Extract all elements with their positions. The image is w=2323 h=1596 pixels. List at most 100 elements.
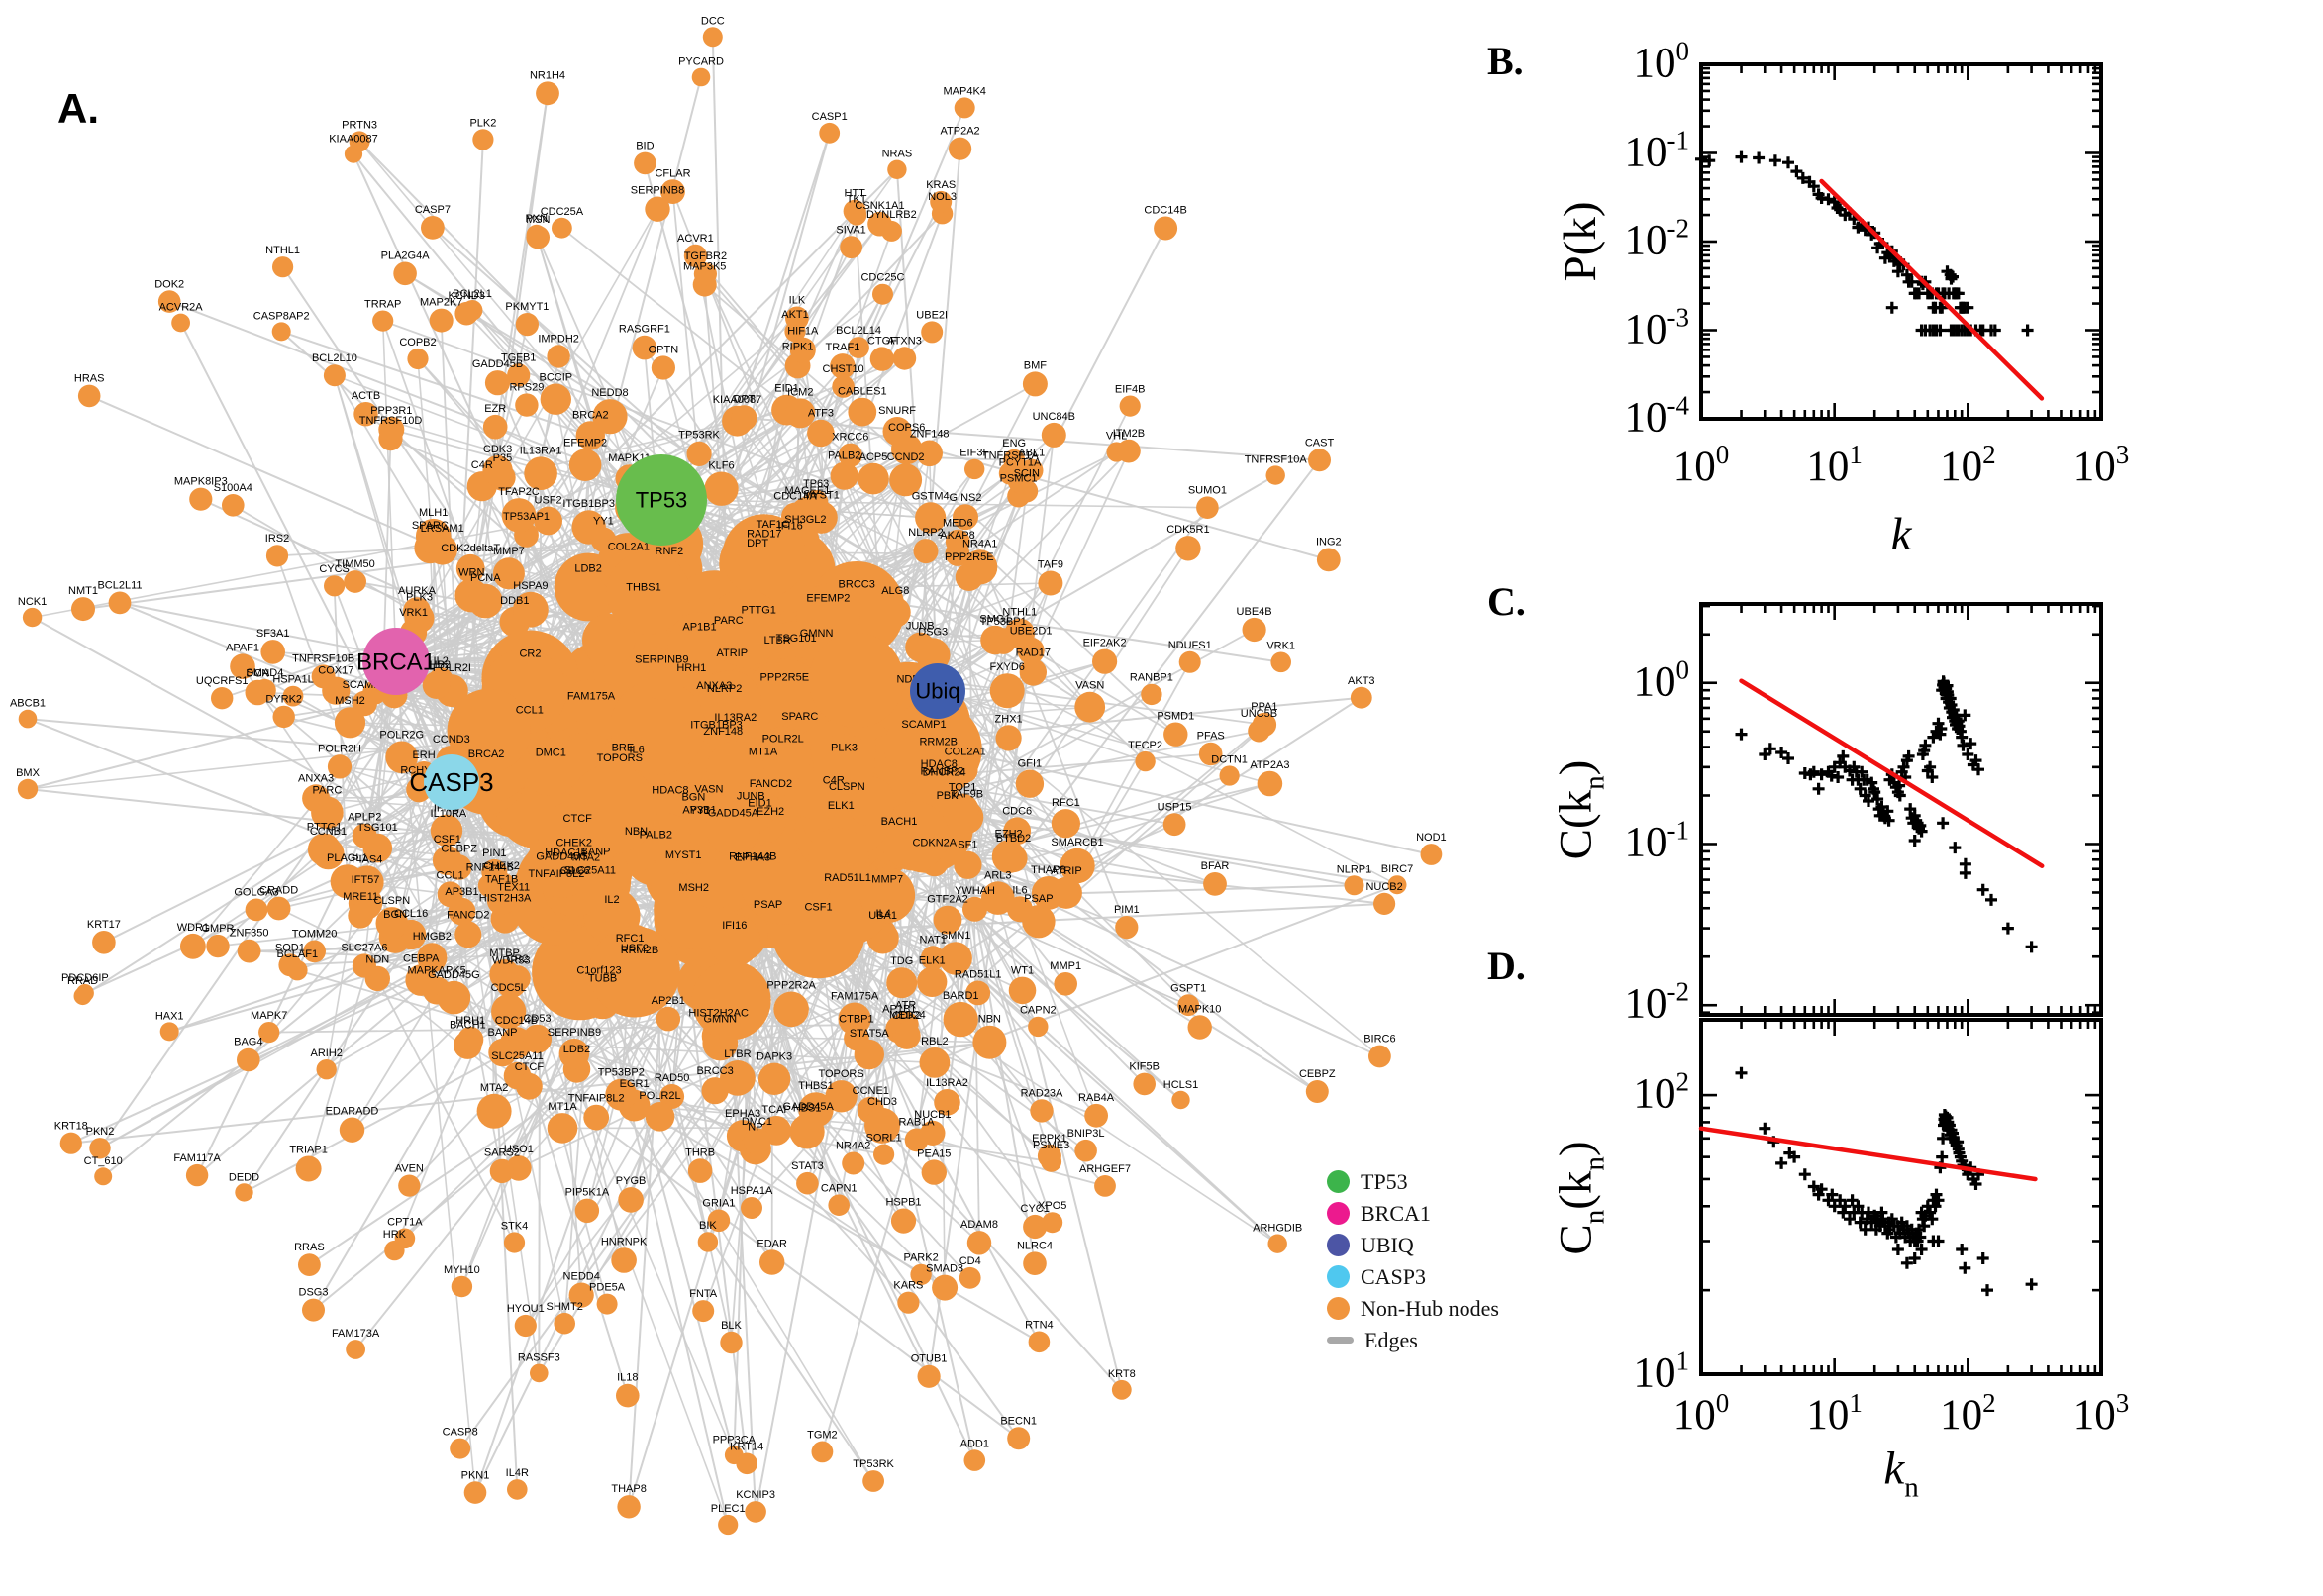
network-node[interactable]: [745, 1501, 766, 1523]
network-node[interactable]: [348, 902, 374, 929]
network-node[interactable]: [920, 1120, 946, 1146]
network-node[interactable]: [897, 1291, 920, 1314]
network-node[interactable]: [472, 129, 494, 150]
network-node[interactable]: [618, 1187, 644, 1213]
network-node[interactable]: [858, 462, 889, 495]
network-node[interactable]: [568, 1282, 594, 1308]
network-node[interactable]: [260, 640, 286, 664]
network-node[interactable]: [437, 980, 471, 1015]
network-node[interactable]: [94, 1167, 113, 1186]
network-node[interactable]: [1133, 1072, 1156, 1096]
network-node[interactable]: [830, 353, 856, 379]
network-node[interactable]: [450, 1438, 471, 1459]
network-node[interactable]: [327, 754, 353, 779]
network-node[interactable]: [701, 1077, 729, 1105]
network-node[interactable]: [457, 1026, 484, 1053]
network-node[interactable]: [692, 1300, 715, 1323]
network-node[interactable]: [1265, 465, 1285, 485]
network-node[interactable]: [1019, 658, 1048, 686]
network-node[interactable]: [702, 27, 723, 48]
network-node[interactable]: [295, 1155, 322, 1182]
network-node[interactable]: [890, 1208, 917, 1234]
network-node[interactable]: [1267, 1234, 1287, 1253]
network-node[interactable]: [864, 1107, 900, 1144]
network-node[interactable]: [312, 838, 345, 870]
network-node[interactable]: [258, 1022, 280, 1044]
network-node[interactable]: [394, 1228, 416, 1249]
network-node[interactable]: [981, 881, 1015, 915]
network-node[interactable]: [1257, 770, 1283, 797]
network-node[interactable]: [720, 1060, 756, 1096]
network-node[interactable]: [484, 370, 511, 396]
network-node[interactable]: [324, 575, 346, 597]
network-node[interactable]: [1175, 536, 1201, 561]
network-node[interactable]: [1270, 651, 1291, 673]
network-node[interactable]: [1135, 750, 1156, 772]
network-node[interactable]: [1074, 691, 1106, 723]
network-node[interactable]: [959, 1266, 981, 1289]
network-node[interactable]: [354, 402, 378, 427]
network-node[interactable]: [530, 1363, 549, 1383]
network-node[interactable]: [398, 1174, 421, 1197]
network-node[interactable]: [651, 355, 676, 380]
network-node[interactable]: [311, 796, 344, 830]
network-node[interactable]: [1041, 422, 1066, 448]
network-node[interactable]: [265, 545, 289, 567]
network-node[interactable]: [237, 939, 261, 963]
network-node[interactable]: [189, 487, 213, 511]
network-node[interactable]: [793, 1112, 824, 1143]
network-node[interactable]: [540, 383, 571, 415]
network-node[interactable]: [691, 67, 711, 87]
network-node[interactable]: [491, 994, 527, 1030]
network-node[interactable]: [1117, 439, 1141, 463]
network-node[interactable]: [999, 845, 1028, 873]
network-node[interactable]: [1007, 896, 1033, 923]
network-node[interactable]: [1242, 617, 1266, 643]
network-node[interactable]: [803, 490, 829, 515]
network-node[interactable]: [1171, 1090, 1190, 1110]
network-node[interactable]: [611, 1247, 637, 1273]
network-node[interactable]: [953, 504, 978, 531]
network-node[interactable]: [617, 1495, 641, 1519]
network-node[interactable]: [534, 506, 562, 536]
network-node[interactable]: [222, 494, 245, 517]
network-node[interactable]: [415, 518, 452, 554]
network-node[interactable]: [872, 283, 893, 305]
network-node[interactable]: [919, 1047, 951, 1078]
network-node[interactable]: [785, 398, 816, 429]
network-node[interactable]: [832, 375, 855, 398]
network-node[interactable]: [848, 397, 877, 427]
network-node[interactable]: [949, 137, 972, 160]
network-node[interactable]: [316, 1059, 337, 1080]
network-node[interactable]: [917, 1364, 941, 1388]
network-node[interactable]: [819, 122, 841, 144]
network-node[interactable]: [463, 1481, 487, 1504]
network-node[interactable]: [536, 81, 559, 106]
network-node[interactable]: [656, 1006, 681, 1032]
network-node[interactable]: [1015, 769, 1045, 798]
network-node[interactable]: [736, 1452, 758, 1475]
network-node[interactable]: [807, 419, 835, 448]
network-node[interactable]: [707, 1209, 731, 1233]
network-node[interactable]: [1030, 1099, 1054, 1123]
network-node[interactable]: [932, 1274, 959, 1301]
network-node[interactable]: [1178, 650, 1201, 673]
network-node[interactable]: [686, 441, 712, 466]
network-node[interactable]: [407, 348, 429, 370]
network-node[interactable]: [403, 597, 431, 626]
network-node[interactable]: [886, 967, 918, 999]
network-node[interactable]: [645, 196, 670, 222]
network-node[interactable]: [915, 502, 947, 534]
network-node[interactable]: [1003, 449, 1026, 471]
network-node[interactable]: [311, 664, 336, 689]
network-node[interactable]: [476, 1093, 512, 1129]
network-node[interactable]: [954, 97, 975, 119]
network-node[interactable]: [432, 846, 462, 875]
network-node[interactable]: [245, 679, 271, 706]
network-node[interactable]: [526, 225, 550, 249]
network-node[interactable]: [524, 456, 557, 491]
network-node[interactable]: [448, 897, 476, 926]
network-node[interactable]: [921, 321, 944, 344]
network-node[interactable]: [1154, 216, 1178, 241]
network-node[interactable]: [854, 1039, 884, 1070]
